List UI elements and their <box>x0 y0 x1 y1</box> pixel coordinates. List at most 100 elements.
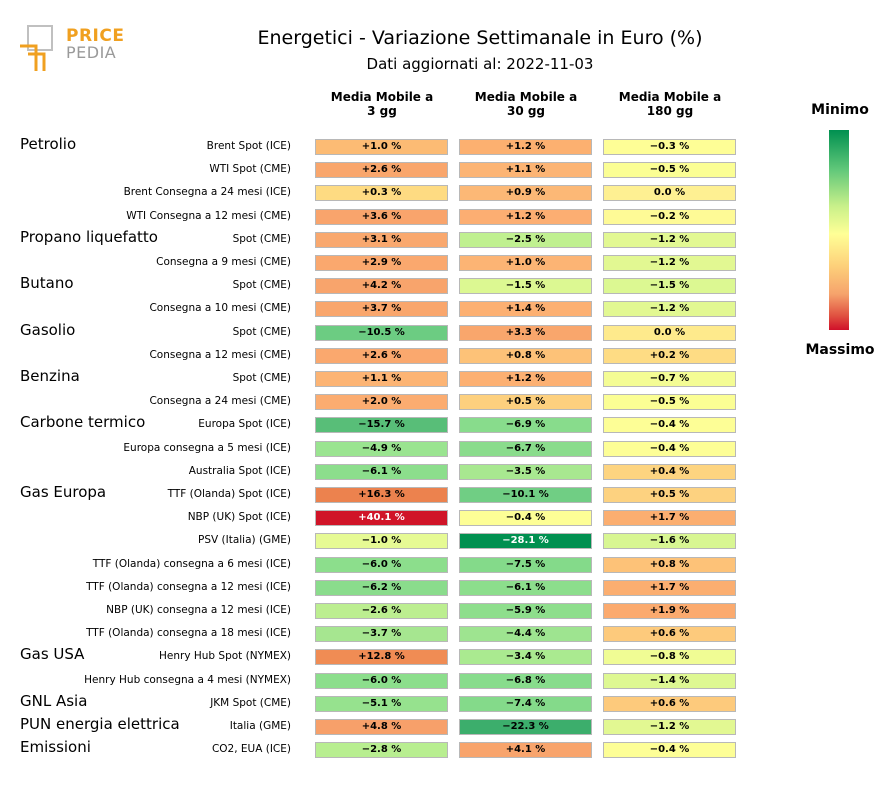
heatmap-cell: +4.2 % <box>315 278 448 295</box>
heatmap-cell: +2.6 % <box>315 347 448 364</box>
pricepedia-logo: PRICE PEDIA <box>18 24 128 74</box>
colorbar-min-label: Minimo <box>811 102 869 118</box>
heatmap-cell: −3.5 % <box>459 463 592 480</box>
heatmap-cell: −22.3 % <box>459 719 592 735</box>
row-label: Italia (GME) <box>229 720 291 732</box>
heatmap-cell: −0.5 % <box>603 394 736 411</box>
heatmap-cell: −7.5 % <box>459 556 592 573</box>
heatmap-cell: +1.2 % <box>459 208 592 225</box>
heatmap-cell: +1.7 % <box>603 510 736 527</box>
row-label: Consegna a 24 mesi (CME) <box>149 395 291 408</box>
row-label: NBP (UK) Spot (ICE) <box>187 511 291 524</box>
heatmap-cell: +1.7 % <box>603 579 736 596</box>
colorbar-max-label: Massimo <box>805 342 875 358</box>
column-header-line: Media Mobile a <box>618 90 722 104</box>
row-label: TTF (Olanda) consegna a 6 mesi (ICE) <box>92 557 291 570</box>
heatmap-cell: −6.0 % <box>315 556 448 573</box>
row-label: Spot (CME) <box>232 279 291 292</box>
logo-mark-icon <box>20 25 53 71</box>
column-header-line: 180 gg <box>646 104 694 118</box>
heatmap-cell: +4.8 % <box>315 719 448 735</box>
heatmap-cell: −6.0 % <box>315 672 448 689</box>
row-label: Henry Hub Spot (NYMEX) <box>159 650 291 663</box>
group-label: Butano <box>20 274 74 293</box>
heatmap-cell: −6.7 % <box>459 440 592 457</box>
row-label: Spot (CME) <box>232 325 291 338</box>
column-header-line: Media Mobile a <box>330 90 434 104</box>
heatmap-cell: +2.6 % <box>315 162 448 179</box>
group-label: PUN energia elettrica <box>20 715 180 733</box>
heatmap-cell: +40.1 % <box>315 510 448 527</box>
group-label: Gas USA <box>20 645 85 664</box>
heatmap-cell: 0.0 % <box>603 185 736 202</box>
heatmap-cell: −0.5 % <box>603 162 736 179</box>
heatmap-cell: −1.2 % <box>603 231 736 248</box>
row-label: JKM Spot (CME) <box>210 696 291 709</box>
heatmap-cell: −3.4 % <box>459 649 592 666</box>
colorbar <box>829 130 849 330</box>
heatmap-cell: +3.3 % <box>459 324 592 341</box>
group-label: Gas Europa <box>20 483 107 501</box>
heatmap-cell: +2.0 % <box>315 394 448 411</box>
group-label: Propano liquefatto <box>20 227 158 246</box>
heatmap-cell: −1.5 % <box>603 278 736 295</box>
heatmap-cell: +1.0 % <box>459 255 592 271</box>
heatmap-cell: −5.9 % <box>459 603 592 619</box>
heatmap-cell: 0.0 % <box>603 324 736 341</box>
heatmap-cell: −1.2 % <box>603 255 736 271</box>
heatmap-cell: −1.6 % <box>603 533 736 550</box>
row-label: Europa Spot (ICE) <box>198 418 291 431</box>
heatmap-cell: −5.1 % <box>315 695 448 712</box>
heatmap-cell: −0.4 % <box>603 440 736 457</box>
heatmap-cell: +0.8 % <box>459 347 592 364</box>
heatmap-cell: −7.4 % <box>459 695 592 712</box>
row-label: Consegna a 9 mesi (CME) <box>156 256 291 268</box>
row-label: Europa consegna a 5 mesi (ICE) <box>123 441 291 454</box>
column-header-line: 3 gg <box>367 104 397 118</box>
heatmap-cell: −0.3 % <box>603 139 736 155</box>
heatmap-cell: +2.9 % <box>315 255 448 271</box>
heatmap-cell: −0.7 % <box>603 371 736 387</box>
heatmap-cell: −4.9 % <box>315 440 448 457</box>
heatmap-cell: −10.5 % <box>315 324 448 341</box>
heatmap-cell: −1.0 % <box>315 533 448 550</box>
heatmap-cell: +0.8 % <box>603 556 736 573</box>
column-header: Media Mobile a 30 gg <box>456 90 596 118</box>
logo-text-pedia: PEDIA <box>66 43 117 62</box>
heatmap-cell: +0.4 % <box>603 463 736 480</box>
group-label: Emissioni <box>20 738 91 757</box>
heatmap-cell: −1.2 % <box>603 719 736 735</box>
heatmap-cell: −4.4 % <box>459 626 592 643</box>
group-label: Gasolio <box>20 320 76 339</box>
heatmap-cell: +0.6 % <box>603 695 736 712</box>
chart-subtitle: Dati aggiornati al: 2022-11-03 <box>366 55 594 73</box>
heatmap-cell: −0.4 % <box>603 742 736 759</box>
heatmap-cell: +1.1 % <box>315 371 448 387</box>
heatmap-cell: −6.1 % <box>459 579 592 596</box>
heatmap-cell: +0.3 % <box>315 185 448 202</box>
heatmap-cell: +0.5 % <box>603 487 736 503</box>
group-label: Benzina <box>20 367 80 385</box>
heatmap-cell: +4.1 % <box>459 742 592 759</box>
heatmap-cell: −2.6 % <box>315 603 448 619</box>
heatmap-cell: −10.1 % <box>459 487 592 503</box>
heatmap-cell: +3.7 % <box>315 301 448 318</box>
column-header: Media Mobile a 180 gg <box>600 90 740 118</box>
row-label: CO2, EUA (ICE) <box>211 743 291 756</box>
heatmap-cell: −2.8 % <box>315 742 448 759</box>
row-label: NBP (UK) consegna a 12 mesi (ICE) <box>106 604 291 616</box>
heatmap-cell: +0.5 % <box>459 394 592 411</box>
heatmap-cell: −28.1 % <box>459 533 592 550</box>
heatmap-cell: −2.5 % <box>459 231 592 248</box>
logo-text-price: PRICE <box>66 26 125 46</box>
heatmap-cell: −1.5 % <box>459 278 592 295</box>
column-header-line: Media Mobile a <box>474 90 578 104</box>
row-label: Spot (CME) <box>232 372 291 384</box>
group-label: Carbone termico <box>20 413 146 432</box>
heatmap-cell: −6.1 % <box>315 463 448 480</box>
heatmap-cell: +1.0 % <box>315 139 448 155</box>
row-label: WTI Spot (CME) <box>209 163 291 176</box>
heatmap-cell: −6.2 % <box>315 579 448 596</box>
group-label: GNL Asia <box>20 691 88 710</box>
